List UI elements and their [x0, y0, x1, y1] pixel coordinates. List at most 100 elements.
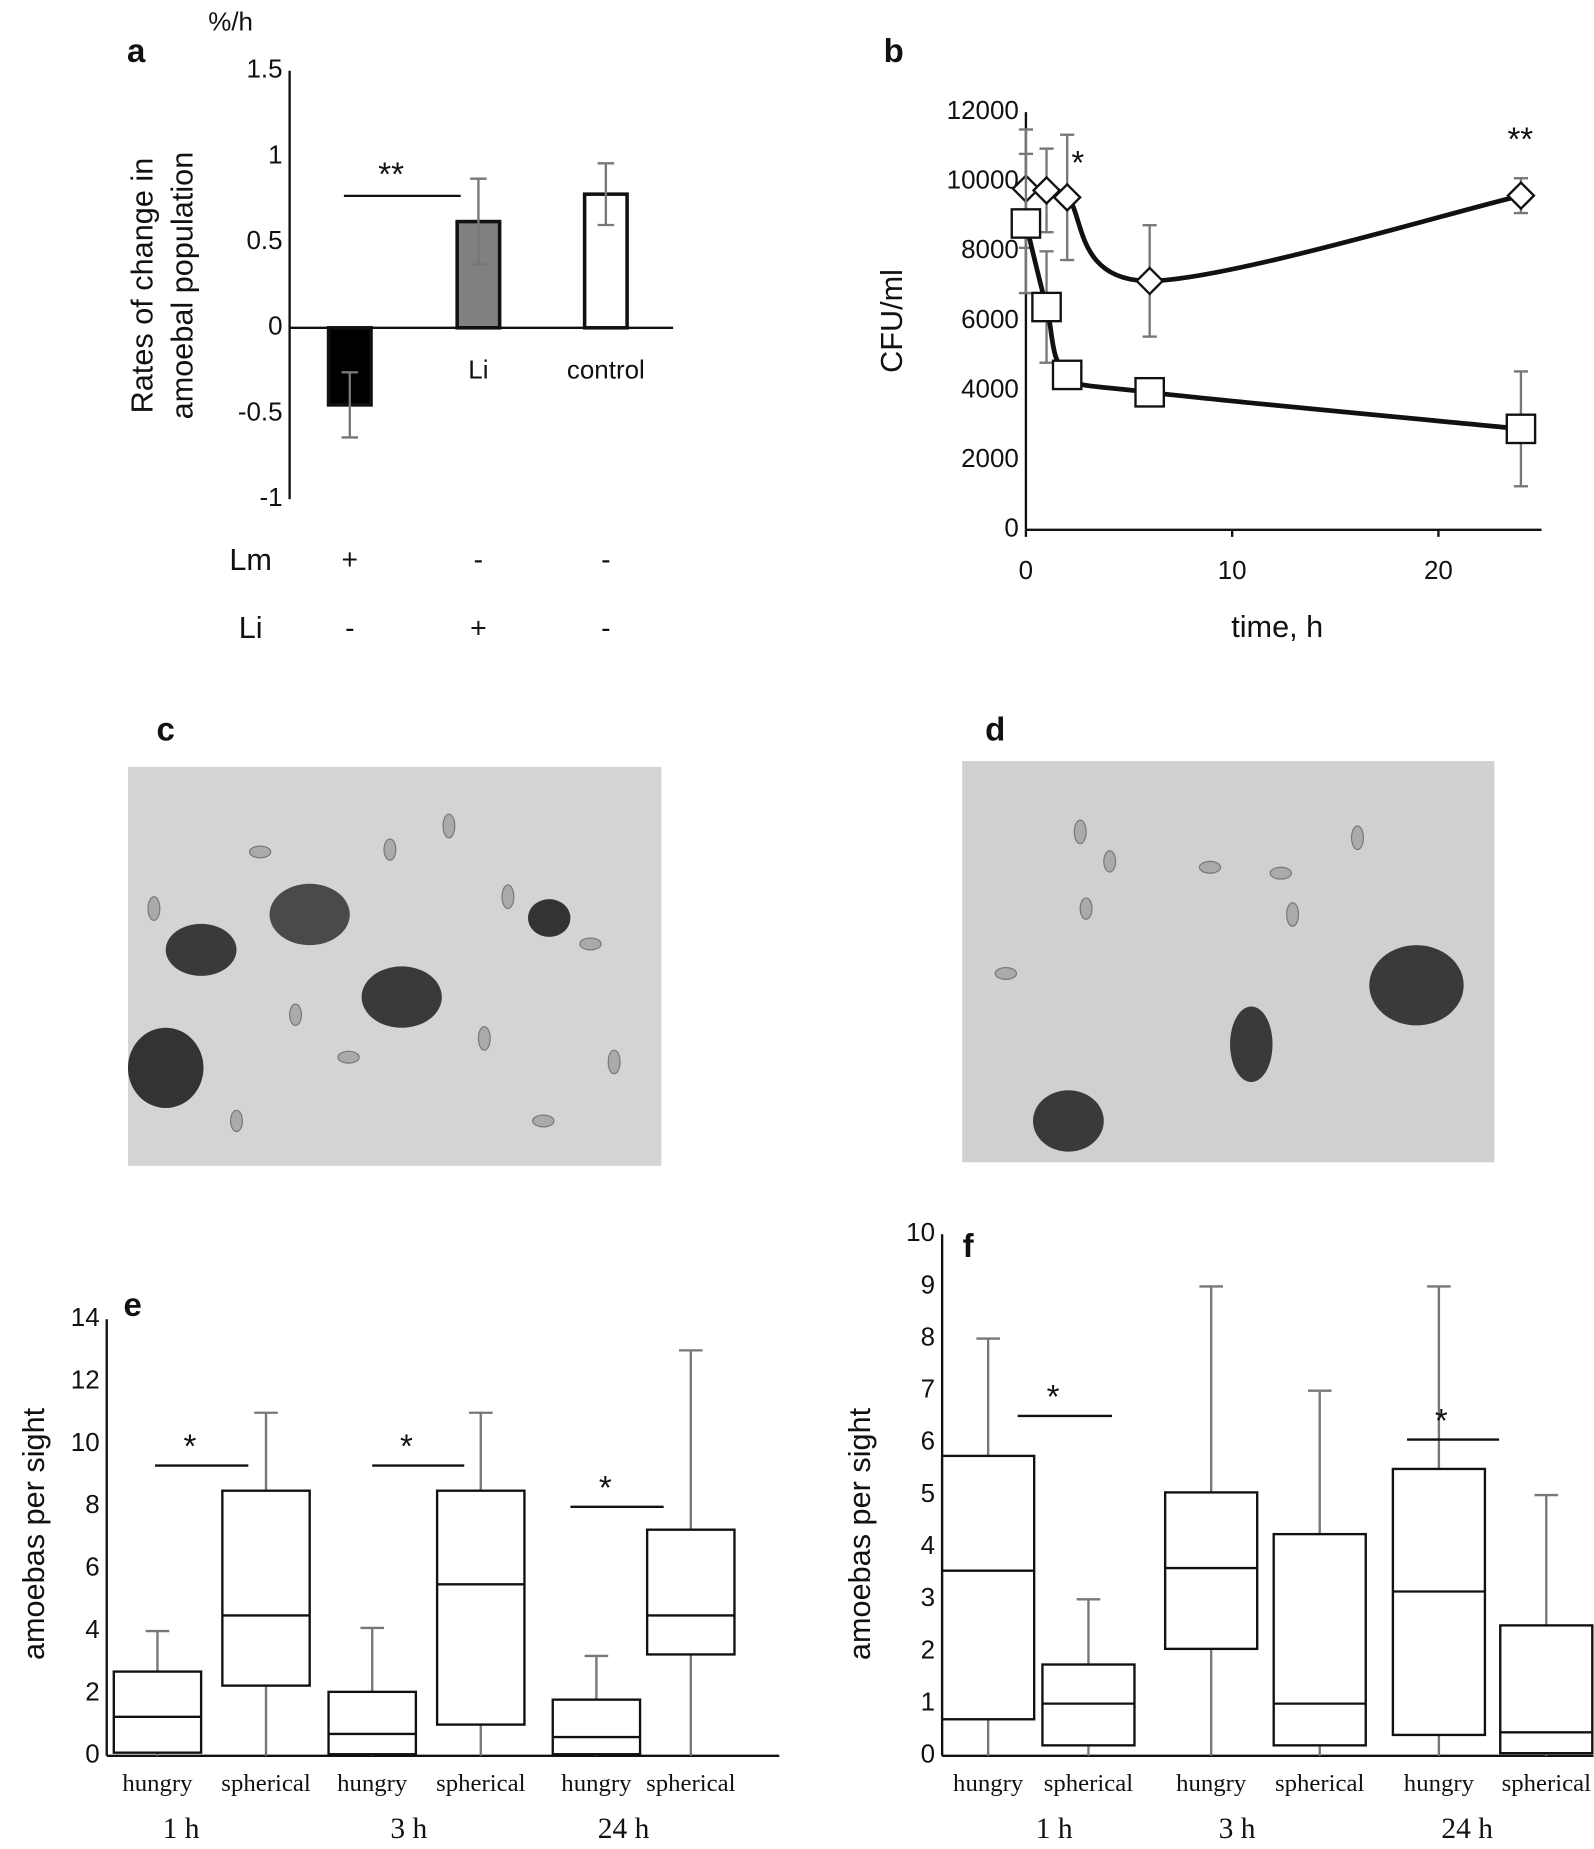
y-tick-label: 10 — [906, 1219, 935, 1247]
y-tick-label: 8 — [921, 1323, 935, 1351]
marker-square — [1010, 208, 1042, 239]
y-tick-label: 0.5 — [246, 227, 282, 255]
box — [435, 1489, 526, 1726]
y-tick-label: 6000 — [961, 306, 1019, 334]
y-tick-label: 2000 — [961, 445, 1019, 473]
panel-label: c — [157, 710, 175, 747]
category-label: spherical — [436, 1770, 526, 1797]
panel-label: d — [985, 710, 1005, 747]
group-label: 1 h — [163, 1813, 200, 1845]
category-label: control — [567, 357, 645, 385]
cell-cluster — [165, 923, 237, 976]
significance: * — [400, 1428, 413, 1465]
panel-label: f — [963, 1227, 975, 1264]
row-label: Li — [239, 611, 263, 645]
cell-cluster — [1032, 1090, 1104, 1152]
category-label: spherical — [1502, 1770, 1592, 1797]
y-axis-label: amoebas per sight — [843, 1407, 877, 1660]
series-line — [1025, 186, 1522, 284]
y-tick-label: 1.5 — [246, 56, 282, 84]
micrograph-d — [962, 761, 1495, 1163]
category-label: spherical — [1044, 1770, 1134, 1797]
table-cell: - — [345, 612, 354, 644]
box — [940, 1454, 1036, 1721]
y-tick-label: 3 — [921, 1584, 935, 1612]
box — [112, 1670, 203, 1754]
cell-cluster — [127, 1027, 204, 1108]
x-tick-label: 20 — [1424, 557, 1453, 585]
table-cell: - — [601, 543, 610, 575]
category-label: hungry — [337, 1770, 408, 1797]
cell-cluster — [527, 899, 571, 937]
box — [1041, 1663, 1136, 1747]
y-tick-label: 4 — [85, 1616, 99, 1644]
y-tick-label: 5 — [921, 1480, 935, 1508]
cell-cluster — [1230, 1006, 1273, 1083]
category-label: spherical — [646, 1770, 736, 1797]
y-tick-label: 1 — [921, 1688, 935, 1716]
y-tick-label: 14 — [71, 1304, 100, 1332]
panel-label: b — [884, 32, 904, 69]
significance: * — [183, 1428, 196, 1465]
category-label: hungry — [122, 1770, 193, 1797]
group-label: 3 h — [390, 1813, 427, 1845]
box — [327, 1690, 418, 1756]
x-axis-label: time, h — [1231, 610, 1323, 644]
marker-square — [1031, 291, 1062, 323]
group-label: 3 h — [1219, 1813, 1256, 1845]
y-tick-label: 12 — [71, 1366, 100, 1394]
table-cell: + — [470, 612, 487, 644]
cell-cluster — [361, 966, 442, 1028]
cell-cluster — [1369, 945, 1464, 1026]
y-tick-label: -0.5 — [238, 398, 283, 426]
box — [1499, 1624, 1594, 1755]
category-label: hungry — [953, 1770, 1024, 1797]
y-tick-label: 0 — [268, 313, 282, 341]
y-tick-label: 12000 — [947, 97, 1019, 125]
marker-square — [1051, 359, 1083, 391]
micrograph-c — [127, 766, 662, 1166]
y-tick-label: 7 — [921, 1376, 935, 1404]
category-label: hungry — [1404, 1770, 1475, 1797]
y-tick-label: 10000 — [947, 167, 1019, 195]
category-label: Li — [468, 357, 488, 385]
amoebas — [147, 813, 621, 1133]
amoebas — [994, 819, 1364, 980]
cell-cluster — [269, 883, 350, 946]
series-line — [1023, 222, 1522, 432]
significance: * — [1071, 144, 1084, 181]
significance: * — [1047, 1378, 1060, 1415]
y-tick-label: 2 — [921, 1636, 935, 1664]
marker-square — [1505, 413, 1537, 445]
row-label: Lm — [229, 543, 272, 577]
significance: ** — [1507, 120, 1533, 157]
category-label: spherical — [221, 1770, 311, 1797]
marker-diamond — [1506, 180, 1536, 211]
marker-diamond — [1052, 182, 1082, 213]
y-tick-label: 6 — [85, 1554, 99, 1582]
y-tick-label: 4000 — [961, 375, 1019, 403]
significance: * — [599, 1469, 612, 1506]
y-tick-label: 0 — [1004, 515, 1018, 543]
y-tick-label: 0 — [921, 1741, 935, 1769]
box — [1391, 1467, 1487, 1737]
table-cell: - — [474, 543, 483, 575]
unit-label: %/h — [208, 8, 253, 36]
y-axis-label: CFU/ml — [875, 269, 909, 373]
y-tick-label: 8000 — [961, 236, 1019, 264]
y-tick-label: 2 — [85, 1678, 99, 1706]
y-axis-label: Rates of change in — [126, 158, 160, 414]
significance: * — [1435, 1402, 1448, 1439]
box — [645, 1528, 736, 1656]
x-tick-label: 10 — [1218, 557, 1247, 585]
y-tick-label: 4 — [921, 1532, 935, 1560]
group-label: 24 h — [598, 1813, 650, 1845]
category-label: spherical — [1275, 1770, 1365, 1797]
y-tick-label: 0 — [85, 1741, 99, 1769]
y-tick-label: -1 — [259, 484, 282, 512]
significance: ** — [378, 156, 404, 193]
box — [1163, 1491, 1259, 1651]
y-tick-label: 1 — [268, 141, 282, 169]
